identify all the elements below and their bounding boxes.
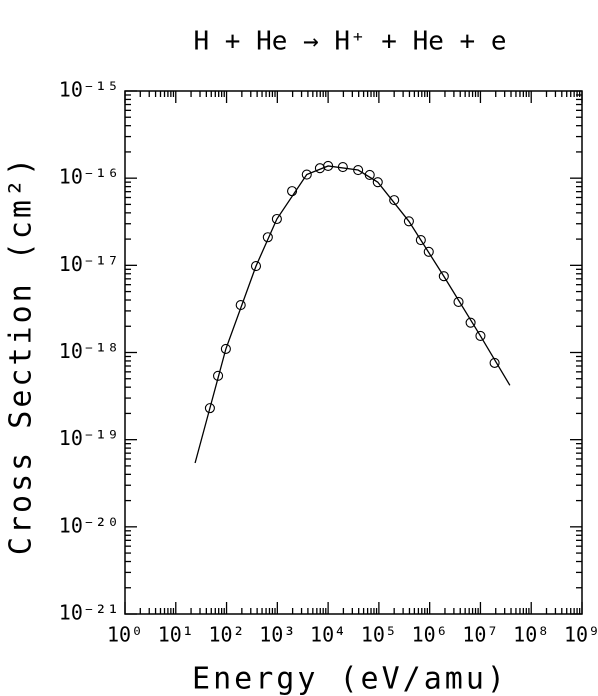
data-point: [372, 177, 383, 188]
x-tick-label: 10⁵: [361, 623, 397, 647]
data-point: [465, 317, 476, 328]
data-point: [389, 195, 400, 206]
x-tick-label: 10⁰: [107, 623, 143, 647]
data-point: [204, 403, 215, 414]
y-tick-label: 10⁻²¹: [59, 601, 119, 625]
data-point: [415, 235, 426, 246]
x-axis-label: Energy (eV/amu): [192, 662, 508, 696]
data-point: [220, 343, 231, 354]
y-tick-label: 10⁻¹⁵: [59, 78, 119, 102]
data-point: [250, 261, 262, 272]
x-tick-label: 10¹: [158, 623, 194, 647]
y-axis-label: Cross Section (cm²): [4, 155, 39, 555]
y-tick-label: 10⁻¹⁶: [59, 165, 119, 189]
x-tick-label: 10⁸: [513, 623, 549, 647]
data-point: [489, 357, 500, 368]
data-point: [453, 296, 464, 308]
data-point: [423, 246, 434, 257]
x-tick-label: 10⁶: [412, 623, 448, 647]
data-point: [475, 330, 486, 341]
x-tick-label: 10²: [208, 623, 244, 647]
x-tick-label: 10⁷: [462, 623, 498, 647]
x-tick-label: 10⁹: [564, 623, 598, 647]
fit-line: [194, 165, 511, 464]
y-tick-label: 10⁻¹⁸: [59, 339, 119, 363]
data-point: [438, 271, 449, 282]
data-point: [271, 213, 282, 225]
data-point: [403, 216, 414, 227]
data-point: [262, 232, 273, 243]
x-tick-label: 10³: [259, 623, 295, 647]
y-tick-label: 10⁻¹⁷: [59, 252, 119, 276]
y-tick-label: 10⁻¹⁹: [59, 426, 119, 450]
chart-title: H + He → H⁺ + He + e: [193, 27, 506, 57]
y-tick-label: 10⁻²⁰: [59, 513, 119, 537]
data-point: [301, 169, 312, 180]
x-tick-label: 10⁴: [310, 623, 346, 647]
